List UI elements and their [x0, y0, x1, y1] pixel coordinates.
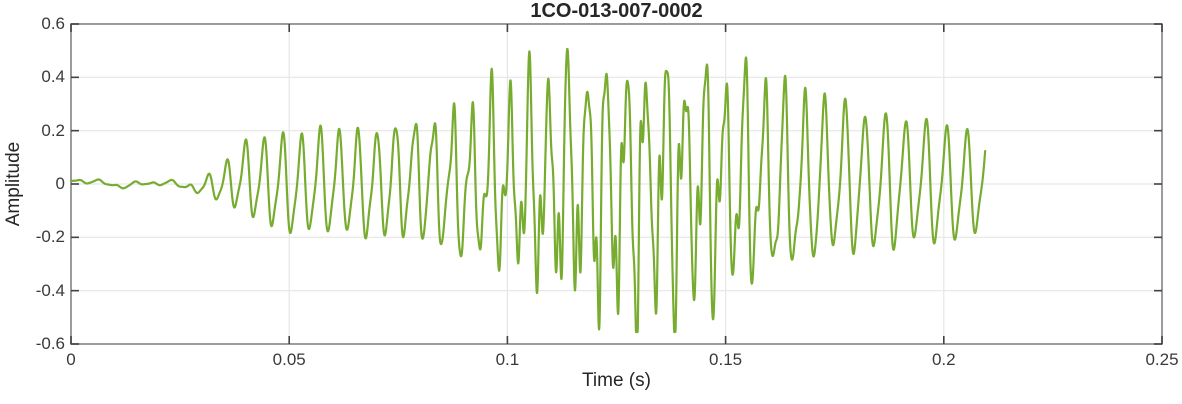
x-tick-label: 0.2	[931, 350, 956, 369]
y-tick-label: -0.4	[35, 280, 65, 300]
y-tick-label: -0.6	[35, 334, 65, 353]
x-axis-label: Time (s)	[582, 370, 651, 391]
y-tick-label: 0.2	[41, 120, 65, 140]
x-tick-label: 0.05	[272, 350, 306, 369]
y-tick-label: 0	[55, 174, 65, 193]
x-tick-label: 0.1	[495, 350, 520, 369]
waveform-line	[69, 47, 987, 334]
x-tick-label: 0.15	[709, 350, 743, 369]
x-tick-label: 0.25	[1145, 350, 1179, 369]
y-tick-label: 0.4	[41, 67, 65, 87]
x-tick-label: 0	[66, 350, 76, 369]
y-tick-label: -0.2	[35, 227, 65, 247]
chart-title: 1CO-013-007-0002	[530, 0, 703, 22]
y-tick-label: 0.6	[41, 14, 65, 33]
